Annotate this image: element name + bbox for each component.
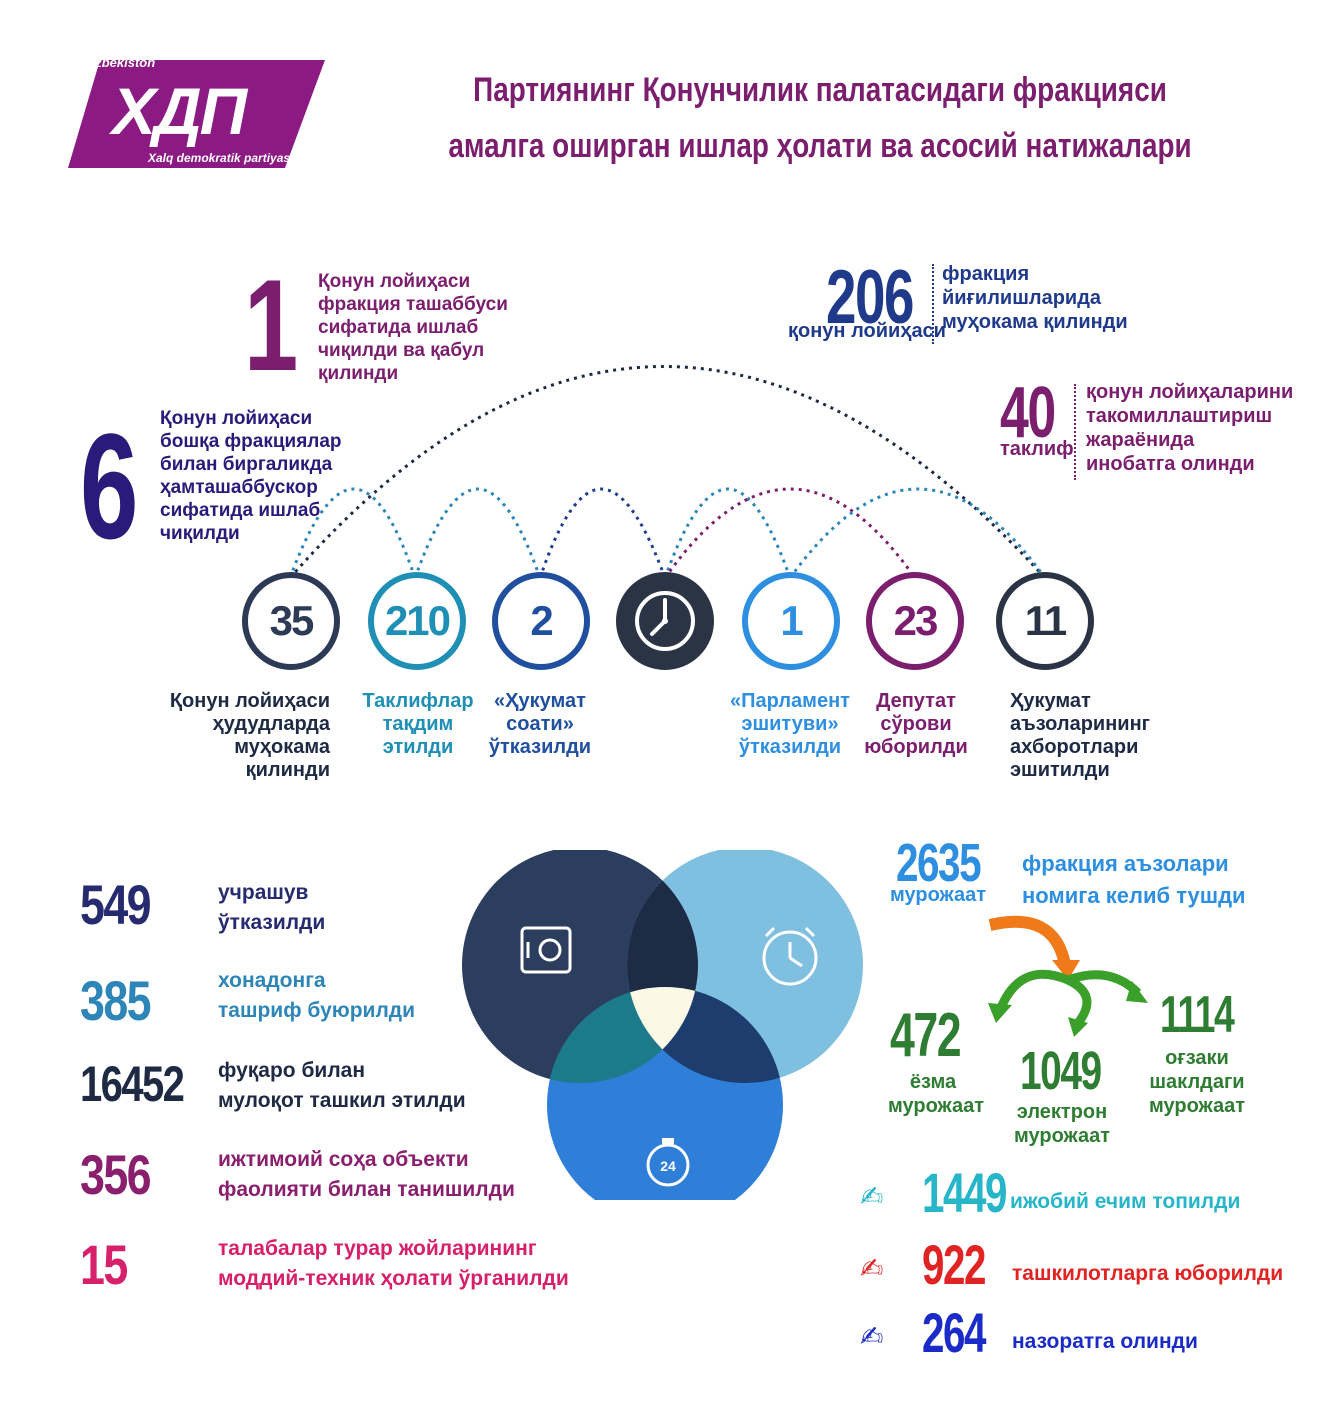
logo-main-text: ХДП <box>112 74 247 148</box>
connection-arcs <box>288 365 1047 580</box>
appeals-electronic-text: электрон мурожаат <box>1013 1101 1111 1147</box>
appeals-written-number: 472 <box>890 1001 962 1070</box>
result-264-number: 264 <box>922 1301 986 1364</box>
page-title: Партиянинг Қонунчилик палатасидаги фракц… <box>426 62 1213 174</box>
circle-35: 35 <box>242 572 340 670</box>
appeals-written-text: ёзма мурожаат <box>888 1071 985 1117</box>
circle-210: 210 <box>368 572 466 670</box>
title-line-2: амалга оширган ишлар ҳолати ва асосий на… <box>448 127 1192 165</box>
result-row-264: ✍ 264 назоратга олинди <box>860 1300 1320 1364</box>
stopwatch-24-icon <box>646 1138 690 1187</box>
circle-2: 2 <box>492 572 590 670</box>
circle-11: 11 <box>996 572 1094 670</box>
result-922-number: 922 <box>922 1233 986 1296</box>
circle-23: 23 <box>866 572 964 670</box>
stat-one-number: 1 <box>244 252 298 398</box>
writing-hand-icon: ✍ <box>860 1253 884 1284</box>
stat-385-text: хонадонга ташриф буюрилди <box>218 969 416 1022</box>
result-1449-number: 1449 <box>922 1161 1007 1224</box>
result-row-922: ✍ 922 ташкилотларга юборилди <box>860 1232 1320 1296</box>
stopwatch-label: 24 <box>660 1158 676 1174</box>
stat-40-divider <box>1074 384 1076 480</box>
clock-icon <box>635 591 695 651</box>
writing-hand-icon: ✍ <box>860 1321 884 1352</box>
stat-356-text: ижтимоий соҳа объекти фаолияти билан тан… <box>218 1148 515 1201</box>
circle-1-label: «Парламент эшитуви» ўтказилди <box>730 690 850 758</box>
circle-23-label: Депутат сўрови юборилди <box>864 690 968 758</box>
stat-385-number: 385 <box>80 969 152 1032</box>
logo-top-text: O'zbekiston <box>82 55 156 70</box>
appeals-oral-number: 1114 <box>1160 986 1235 1044</box>
stat-15-number: 15 <box>80 1233 128 1296</box>
stat-16452-text: фуқаро билан мулоқот ташкил этилди <box>218 1059 466 1112</box>
circle-210-label: Таклифлар тақдим этилди <box>362 690 474 758</box>
logo-bottom-text: Xalq demokratik partiyasi <box>148 151 294 165</box>
stat-356-number: 356 <box>80 1143 152 1206</box>
logo: O'zbekiston ХДП Xalq demokratik partiyas… <box>60 55 330 175</box>
circle-35-label: Қонун лойиҳаси ҳудудларда муҳокама қилин… <box>169 690 330 781</box>
appeals-arrows <box>988 915 1148 1037</box>
stat-six-number: 6 <box>80 402 138 570</box>
circle-1: 1 <box>742 572 840 670</box>
stat-16452-number: 16452 <box>80 1056 185 1112</box>
appeals-oral-text: оғзаки шаклдаги мурожаат <box>1148 1047 1246 1117</box>
circle-clock <box>616 572 714 670</box>
title-line-1: Партиянинг Қонунчилик палатасидаги фракц… <box>473 71 1167 109</box>
venn-diagram: 24 <box>462 850 863 1200</box>
stat-one-text: Қонун лойиҳаси фракция ташаббуси сифатид… <box>318 271 508 384</box>
stat-206-sub: қонун лойиҳаси <box>788 320 946 342</box>
stat-six-text: Қонун лойиҳаси бошқа фракциялар билан би… <box>160 408 342 544</box>
result-922-text: ташкилотларга юборилди <box>1012 1262 1284 1285</box>
stat-206-divider <box>932 264 934 344</box>
appeals-total-sub: мурожаат <box>890 884 987 906</box>
stat-40-sub: таклиф <box>1000 438 1074 460</box>
circle-11-label: Ҳукумат аъзоларининг ахборотлари эшитилд… <box>1010 690 1150 781</box>
safe-icon <box>520 926 572 974</box>
stat-549-number: 549 <box>80 873 152 936</box>
stat-206-number: 206 <box>826 255 914 340</box>
circle-2-label: «Ҳукумат соати» ўтказилди <box>488 690 592 758</box>
stat-40-text: қонун лойиҳаларини такомиллаштириш жараё… <box>1086 381 1294 475</box>
appeals-electronic-number: 1049 <box>1020 1041 1102 1101</box>
stat-549-text: учрашув ўтказилди <box>218 881 326 934</box>
stat-206-text: фракция йиғилишларида муҳокама қилинди <box>942 263 1128 333</box>
logo-shape <box>68 60 325 168</box>
result-1449-text: ижобий ечим топилди <box>1010 1190 1241 1213</box>
stat-40-number: 40 <box>1000 373 1056 453</box>
stat-15-text: талабалар турар жойларининг моддий-техни… <box>218 1237 569 1290</box>
result-264-text: назоратга олинди <box>1012 1330 1198 1353</box>
appeals-total-text: фракция аъзолари номига келиб тушди <box>1022 851 1246 908</box>
appeals-total-number: 2635 <box>896 833 982 893</box>
writing-hand-icon: ✍ <box>860 1181 884 1212</box>
result-row-1449: ✍ 1449 ижобий ечим топилди <box>860 1160 1320 1224</box>
alarm-clock-icon <box>762 926 818 986</box>
